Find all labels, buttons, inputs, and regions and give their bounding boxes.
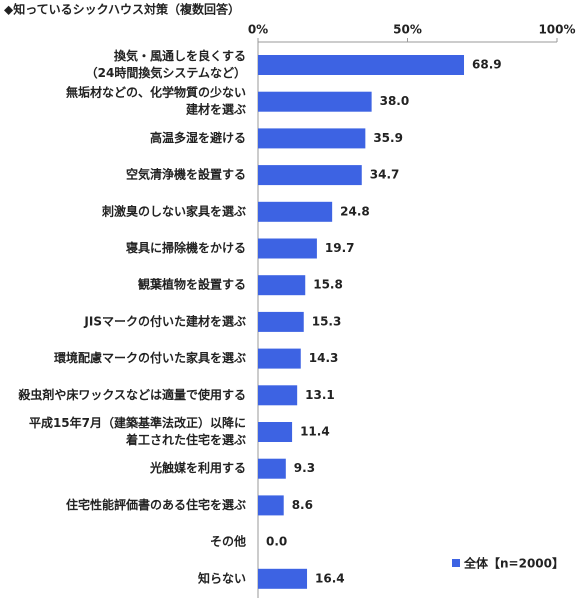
bar [258,201,333,222]
value-label: 24.8 [340,204,370,218]
x-tick-label: 50% [393,23,422,37]
value-label: 15.3 [312,314,342,328]
y-tick-label: 建材を選ぶ [185,102,246,117]
x-tick-label: 0% [248,23,268,37]
y-tick-label: 換気・風通しを良くする [114,48,246,63]
x-tick-label: 100% [538,23,575,37]
value-label: 19.7 [325,241,355,255]
bar [258,128,366,149]
legend-label: 全体【n=2000】 [463,556,564,571]
y-tick-label: （24時間換気システムなど） [86,65,246,80]
bar [258,348,301,369]
y-tick-label: その他 [210,534,246,549]
y-tick-label: 観葉植物を設置する [138,277,246,292]
chart-title: ◆知っているシックハウス対策（複数回答） [4,2,240,17]
y-tick-label: 住宅性能評価書のある住宅を選ぶ [66,497,246,512]
y-tick-label: 無垢材などの、化学物質の少ない [66,85,246,100]
y-tick-label: 刺激臭のしない家具を選ぶ [101,203,246,218]
value-label: 15.8 [313,278,343,292]
bar [258,275,306,296]
value-label: 8.6 [292,498,313,512]
bar [258,238,317,259]
value-label: 14.3 [309,351,339,365]
value-label: 9.3 [294,461,315,475]
bar [258,568,308,589]
value-label: 16.4 [315,571,345,585]
y-tick-label: 環境配慮マークの付いた家具を選ぶ [54,350,246,365]
value-label: 35.9 [373,131,403,145]
bar [258,458,286,479]
y-tick-label: 知らない [197,570,246,585]
y-tick-label: 空気清浄機を設置する [126,167,246,182]
bar [258,311,304,332]
value-label: 34.7 [370,168,400,182]
y-tick-label: 平成15年7月（建築基準法改正）以降に [29,415,246,430]
y-tick-label: 高温多湿を避ける [150,130,246,145]
y-tick-label: 光触媒を利用する [149,460,246,475]
bar [258,495,284,516]
legend-swatch [452,559,460,567]
value-label: 0.0 [266,535,287,549]
bar [258,422,293,442]
value-label: 38.0 [380,94,410,108]
value-label: 11.4 [300,425,330,439]
y-tick-label: 殺虫剤や床ワックスなどは適量で使用する [17,387,246,402]
y-tick-label: 寝具に掃除機をかける [126,240,246,255]
value-label: 68.9 [472,58,502,72]
bar [258,385,298,406]
y-tick-label: JISマークの付いた建材を選ぶ [83,313,246,328]
bar [258,165,362,186]
bar [258,91,372,112]
value-label: 13.1 [305,388,335,402]
bar [258,55,465,75]
y-tick-label: 着工された住宅を選ぶ [125,432,246,447]
